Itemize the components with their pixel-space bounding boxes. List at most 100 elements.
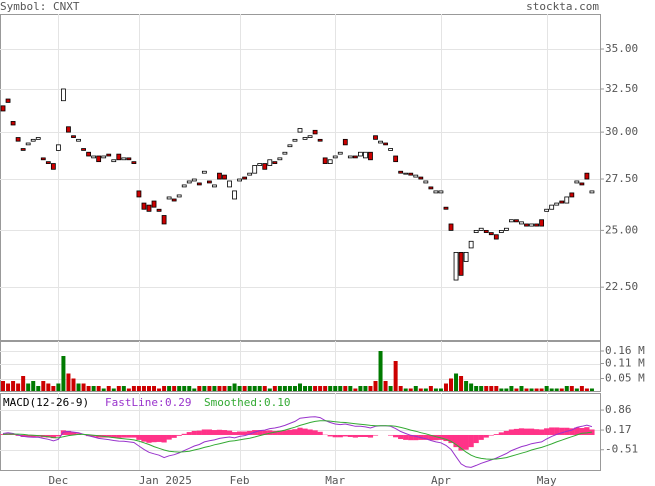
volume-bar xyxy=(152,386,157,391)
candle xyxy=(171,198,177,202)
volume-bar xyxy=(1,381,6,391)
candle xyxy=(136,190,142,198)
macd-line xyxy=(2,420,592,460)
volume-bar xyxy=(559,388,564,391)
volume-bar xyxy=(81,383,86,391)
candle xyxy=(529,223,534,227)
x-tick-label: Feb xyxy=(230,474,250,486)
y-tick-label: 25.00 xyxy=(605,223,638,236)
candle xyxy=(40,157,46,161)
volume-bar xyxy=(106,386,111,391)
candle xyxy=(584,172,590,180)
histogram-bar xyxy=(231,432,238,435)
histogram-bar xyxy=(111,434,117,438)
candle xyxy=(106,153,112,157)
candle xyxy=(498,229,504,233)
volume-bar xyxy=(277,386,282,391)
volume-bar xyxy=(272,386,277,391)
volume-bar xyxy=(413,386,418,391)
candle xyxy=(151,200,157,208)
y-tick-label: 30.00 xyxy=(605,125,638,138)
volume-bar xyxy=(318,386,323,391)
volume-bar xyxy=(187,386,192,391)
histogram-bar xyxy=(433,434,439,441)
legend-smooth-value: 0.10 xyxy=(264,396,291,409)
candle xyxy=(423,180,429,184)
candle xyxy=(217,172,222,180)
volume-bar xyxy=(378,351,383,391)
y-tick-label: 27.50 xyxy=(605,172,638,185)
candle xyxy=(10,121,16,126)
volume-bar xyxy=(282,386,287,391)
volume-bar xyxy=(569,386,574,391)
histogram-bar xyxy=(166,434,172,440)
volume-bar xyxy=(192,388,197,391)
histogram-bar xyxy=(216,429,223,435)
candle xyxy=(574,180,580,184)
histogram-bar xyxy=(262,430,268,435)
histogram-bar xyxy=(277,430,283,435)
candle xyxy=(262,163,268,170)
candle xyxy=(292,138,298,142)
candle xyxy=(196,182,202,186)
histogram-bar xyxy=(528,428,535,435)
candle xyxy=(96,155,102,163)
candle xyxy=(509,219,514,223)
histogram-bar xyxy=(493,434,499,435)
x-tick-label: Jan 2025 xyxy=(139,474,192,486)
volume-bar xyxy=(358,386,363,391)
candle xyxy=(176,194,182,198)
candle xyxy=(181,184,187,188)
volume-bar xyxy=(16,383,21,391)
candle xyxy=(418,176,424,180)
histogram-bar xyxy=(221,430,228,435)
candle xyxy=(302,137,308,140)
volume-bar xyxy=(368,386,373,391)
candle xyxy=(131,161,137,164)
candle xyxy=(478,227,484,231)
histogram-bar xyxy=(473,434,479,444)
candle xyxy=(549,204,555,210)
candle xyxy=(342,138,348,146)
candle xyxy=(5,98,11,103)
volume-bar xyxy=(21,376,26,391)
histogram-bar xyxy=(312,430,318,435)
candle xyxy=(453,251,459,281)
candle xyxy=(71,135,76,138)
histogram-bar xyxy=(317,431,323,435)
volume-bar xyxy=(257,386,262,391)
candle xyxy=(503,227,509,231)
histogram-bar xyxy=(91,434,97,437)
histogram-bar xyxy=(70,432,77,435)
y-tick-label: 0.05 M xyxy=(605,372,645,385)
volume-bar xyxy=(418,388,423,391)
candle xyxy=(247,172,253,176)
candle xyxy=(564,196,570,204)
candle xyxy=(232,190,237,200)
candle xyxy=(332,155,338,159)
volume-bar xyxy=(539,388,544,391)
volume-bar xyxy=(131,386,136,391)
histogram-bar xyxy=(428,434,434,441)
panel xyxy=(0,393,601,471)
histogram-bar xyxy=(156,434,162,442)
histogram-bar xyxy=(337,434,343,438)
volume-bar xyxy=(323,386,328,391)
volume-bar xyxy=(489,386,494,391)
candle xyxy=(448,223,454,231)
candle xyxy=(352,155,358,159)
histogram-bar xyxy=(141,434,147,442)
candle xyxy=(126,157,132,161)
candle xyxy=(116,153,122,161)
y-tick-label: 32.50 xyxy=(605,82,638,95)
candle xyxy=(297,128,303,133)
volume-bar xyxy=(589,388,594,391)
histogram-bar xyxy=(574,427,580,435)
candle xyxy=(408,172,414,176)
volume-bar xyxy=(96,386,101,391)
histogram-bar xyxy=(559,427,565,435)
candle xyxy=(111,159,117,163)
candle xyxy=(398,170,404,174)
macd-line xyxy=(2,416,593,468)
